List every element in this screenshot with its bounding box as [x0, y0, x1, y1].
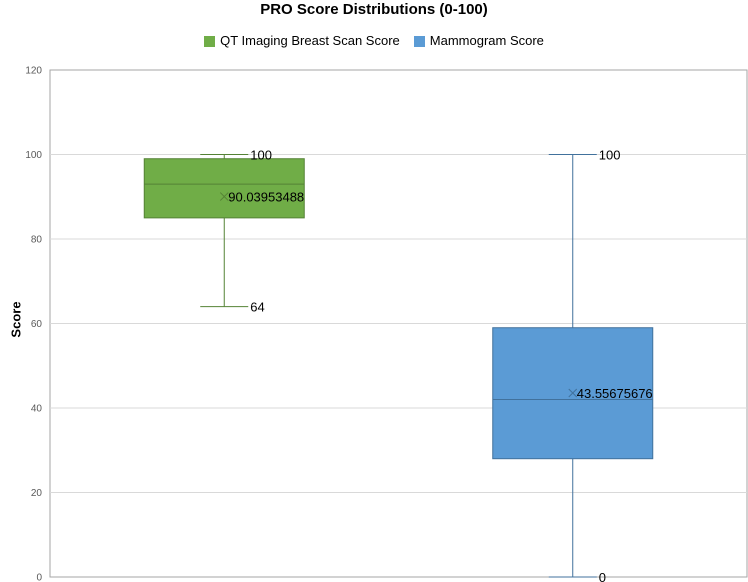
min-data-label: 0 [599, 570, 606, 582]
mean-marker [568, 388, 578, 398]
y-tick-label: 20 [31, 488, 43, 499]
iqr-box [143, 158, 305, 219]
legend: QT Imaging Breast Scan Score Mammogram S… [0, 32, 748, 50]
max-data-label: 100 [599, 148, 621, 163]
y-tick-label: 60 [31, 319, 43, 330]
legend-item-qt-imaging[interactable]: QT Imaging Breast Scan Score [204, 32, 400, 50]
y-tick-label: 120 [25, 66, 42, 77]
y-tick-label: 80 [31, 235, 43, 246]
legend-swatch-mammogram [413, 35, 425, 47]
y-tick-label: 0 [36, 573, 42, 582]
mean-data-label: 90.03953488 [228, 190, 304, 205]
legend-swatch-qt-imaging [204, 35, 216, 47]
mean-data-label: 43.55675676 [577, 386, 653, 401]
box-0: 100 90.03953488 64 [143, 148, 305, 315]
chart-title: PRO Score Distributions (0-100) [260, 1, 488, 18]
box-1: 100 43.55675676 0 [492, 148, 654, 582]
y-tick-label: 40 [31, 404, 43, 415]
y-tick-label: 100 [25, 150, 42, 161]
min-data-label: 64 [250, 300, 264, 315]
legend-label-qt-imaging: QT Imaging Breast Scan Score [220, 33, 400, 48]
legend-item-mammogram[interactable]: Mammogram Score [413, 32, 544, 50]
max-data-label: 100 [250, 148, 272, 163]
legend-label-mammogram: Mammogram Score [429, 33, 544, 48]
mean-marker [219, 192, 229, 201]
